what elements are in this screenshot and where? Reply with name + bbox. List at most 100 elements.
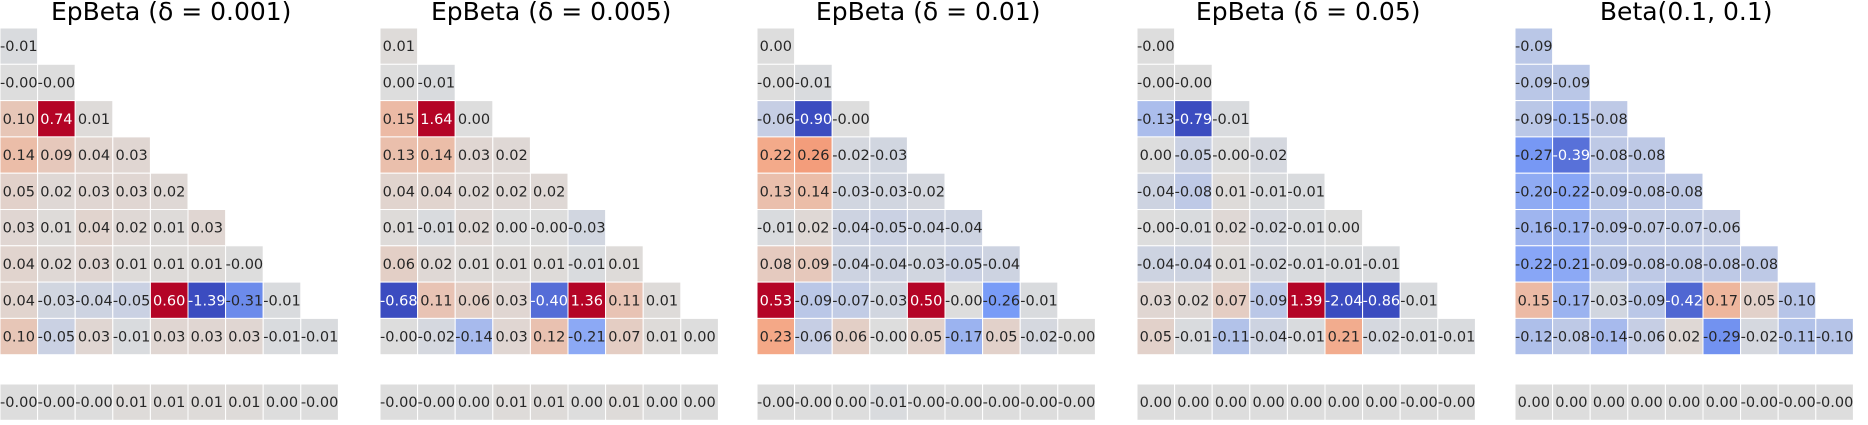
heatmap-cell-label: -0.01: [757, 221, 795, 237]
heatmap-cell: [379, 27, 419, 65]
heatmap-panel-2: EpBeta (δ = 0.005)0.010.00 -0.010.15 1.64 0…: [379, 0, 719, 421]
heatmap-cell-label: -0.01: [1400, 330, 1438, 346]
heatmap-cell-label: 0.13: [760, 184, 792, 200]
heatmap-bottom-cell: [831, 383, 871, 421]
heatmap-cell-label: 0.01: [458, 257, 490, 273]
heatmap-cell-label: -0.09: [1590, 221, 1628, 237]
heatmap-bottom-cell: [1211, 383, 1251, 421]
heatmap-bottom-cell-label: 0.00: [1630, 395, 1662, 411]
heatmap-cell-label: -0.09: [1553, 75, 1591, 91]
heatmap-cell: [642, 317, 682, 356]
heatmap-cell-label: -0.17: [1553, 293, 1591, 309]
heatmap-cell-label: -0.08: [1628, 184, 1666, 200]
heatmap-cell: [492, 136, 531, 174]
heatmap-cell-label: -0.00: [1212, 148, 1250, 164]
heatmap-bottom-cell-label: 0.00: [835, 395, 867, 411]
heatmap-bottom-cell: [869, 383, 908, 421]
heatmap-bottom-cell: [1286, 383, 1326, 421]
heatmap-cell-label: -0.06: [757, 112, 795, 128]
heatmap-cell-label: 0.02: [495, 148, 527, 164]
heatmap-cell-label: 0.02: [458, 184, 490, 200]
heatmap-bottom-cell-label: -0.00: [301, 395, 339, 411]
heatmap-cell: [1589, 317, 1629, 356]
heatmap-cell: [1211, 136, 1251, 174]
heatmap-cell-label: -0.26: [983, 293, 1021, 309]
heatmap-cell: [1211, 172, 1251, 210]
heatmap-cell-label: 0.00: [760, 39, 792, 55]
heatmap-cell-label: -0.00: [1137, 221, 1175, 237]
heatmap-cell-label: -0.09: [1590, 184, 1628, 200]
heatmap-cell: [1740, 281, 1779, 319]
heatmap-cell: [1211, 100, 1251, 138]
heatmap-cell: [379, 63, 419, 102]
heatmap-cell: [379, 209, 419, 247]
heatmap-cell: [37, 63, 76, 102]
heatmap-cell: [1324, 209, 1364, 247]
heatmap-cell: [1211, 209, 1251, 247]
heatmap-bottom-cell: [1136, 383, 1176, 421]
heatmap-cell-label: 0.00: [1140, 148, 1172, 164]
heatmap-cell: [262, 317, 302, 356]
heatmap-cell: [1552, 63, 1591, 102]
heatmap-cell-label: -0.03: [832, 184, 870, 200]
heatmap-cell-label: -0.09: [1515, 112, 1553, 128]
heatmap-cell-label: 0.01: [495, 257, 527, 273]
heatmap-cell: [149, 317, 189, 356]
heatmap-cell-label: 0.74: [40, 112, 72, 128]
heatmap-cell: [1589, 100, 1629, 138]
heatmap-bottom-cell: [1815, 383, 1854, 421]
heatmap-bottom-cell: [262, 383, 302, 421]
heatmap-cell: [1174, 100, 1213, 138]
heatmap-bottom-cell: [680, 383, 719, 421]
heatmap-bottom-cell: [1174, 383, 1213, 421]
heatmap-cell: [112, 136, 151, 174]
heatmap-bottom-cell-label: 0.01: [115, 395, 147, 411]
heatmap-cell-label: -0.03: [1590, 293, 1628, 309]
heatmap-cell: [1324, 245, 1364, 283]
heatmap-bottom-cell-label: 0.00: [1290, 395, 1322, 411]
heatmap-cell-label: 0.03: [495, 293, 527, 309]
heatmap-cell-label: -0.06: [1703, 221, 1741, 237]
heatmap-bottom-cell-label: 0.00: [1593, 395, 1625, 411]
heatmap-cell-label: 0.03: [78, 330, 110, 346]
heatmap-bottom-cell-label: -0.00: [1778, 395, 1816, 411]
heatmap-bottom-cell-label: -0.00: [1058, 395, 1096, 411]
heatmap-cell: [149, 281, 189, 319]
heatmap-cell-label: -0.04: [1250, 330, 1288, 346]
heatmap-cell: [567, 245, 607, 283]
heatmap-cell: [300, 317, 339, 356]
heatmap-cell-label: 0.01: [40, 221, 72, 237]
heatmap-cell-label: 0.01: [191, 257, 223, 273]
heatmap-cell: [756, 100, 796, 138]
heatmap-cell: [1249, 245, 1288, 283]
heatmap-cell-label: -0.02: [1250, 257, 1288, 273]
heatmap-cell: [605, 317, 644, 356]
panel-title: Beta(0.1, 0.1): [1600, 0, 1773, 26]
heatmap-cell: [37, 281, 76, 319]
heatmap-cell: [529, 209, 569, 247]
heatmap-cell-label: -0.03: [870, 293, 908, 309]
heatmap-cell-label: -0.01: [1287, 257, 1325, 273]
heatmap-cell-label: -0.00: [870, 330, 908, 346]
heatmap-bottom-cell: [1514, 383, 1554, 421]
heatmap-cell-label: -0.14: [455, 330, 493, 346]
heatmap-cell-label: -0.10: [1816, 330, 1854, 346]
heatmap-cell-label: 0.17: [1706, 293, 1738, 309]
heatmap-cell-label: -0.22: [1553, 184, 1591, 200]
panel-title: EpBeta (δ = 0.005): [431, 0, 671, 26]
heatmap-cell: [1627, 245, 1666, 283]
heatmap-bottom-cell-label: -0.00: [75, 395, 113, 411]
heatmap-cell-label: 0.01: [533, 257, 565, 273]
heatmap-cell-label: -0.01: [1400, 293, 1438, 309]
heatmap-cell-label: 0.05: [910, 330, 942, 346]
heatmap-cell-label: -0.03: [870, 184, 908, 200]
heatmap-cell-label: 0.11: [420, 293, 452, 309]
heatmap-cell-label: 0.03: [228, 330, 260, 346]
heatmap-cell: [454, 209, 494, 247]
heatmap-cell: [454, 245, 494, 283]
heatmap-cell-label: 0.00: [458, 112, 490, 128]
heatmap-cell-label: 0.05: [985, 330, 1017, 346]
heatmap-cell-label: -0.01: [1325, 257, 1363, 273]
heatmap-bottom-cell-label: -0.00: [907, 395, 945, 411]
heatmap-cell: [1552, 245, 1591, 283]
